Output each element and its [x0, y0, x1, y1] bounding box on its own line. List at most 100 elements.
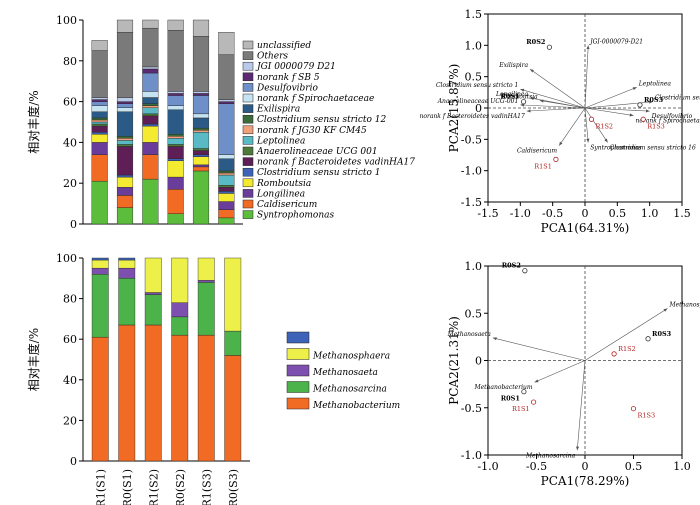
bar-segment-unclassified	[91, 40, 108, 51]
sample-point-r1s3	[630, 406, 637, 412]
bar-segment-others	[167, 30, 184, 92]
bar-segment-others	[91, 50, 108, 98]
loading-arrow-desulfovibrio	[584, 107, 650, 112]
legend-swatch-methanosarcina	[286, 381, 310, 393]
loading-arrow-methanosphaera	[584, 308, 668, 361]
bar-segment-norank-f-bacteroidetes-vadinha17	[218, 187, 235, 192]
bar-segment-methanosarcina	[118, 278, 136, 326]
arrow-head	[649, 100, 653, 104]
sample-point-r1s2	[611, 351, 617, 357]
bar-segment-anaerolineaceae-ucg-001	[116, 144, 134, 147]
bar-segment-caldisericum	[142, 154, 159, 180]
y-tick-label: 100	[56, 14, 77, 27]
bar-segment-desulfovibrio	[192, 95, 210, 115]
bar-segment-leptolinea	[116, 140, 134, 145]
bar-segment-unclassified	[116, 19, 134, 33]
bar-segment-desulfovibrio	[218, 103, 235, 155]
sample-label-r0s2: R0S2	[502, 262, 521, 270]
bar-segment-syntrophomonas	[218, 217, 235, 225]
legend-swatch-clostridium-sensu-stricto-1	[242, 167, 254, 177]
legend-label-unclassified: unclassified	[257, 41, 311, 51]
x-tick-label: R1(S2)	[147, 469, 160, 505]
legend-swatch-norank-f-bacteroidetes-vadinha17	[242, 157, 254, 166]
bar-segment-clostridium-sensu-stricto-12	[142, 103, 159, 106]
arrow-head	[629, 113, 634, 117]
bar-segment-jgi-0000079-d21	[192, 91, 210, 94]
bar-segment-methanosphaera	[171, 257, 189, 303]
legend-swatch-norank-f-spirochaetaceae	[242, 93, 254, 103]
bacteria-stacked-bar-chart: 0 20 40 60 80 100 相对丰度/% unclassifiedOthersJGI …	[26, 14, 415, 231]
bar-segment-leptolinea	[218, 174, 235, 186]
bar-segment-clostridium-sensu-stricto-1	[167, 158, 184, 161]
sample-label-r1s2: R1S2	[618, 345, 636, 353]
bar-segment-romboutsia	[142, 125, 159, 143]
bar-segment-blank	[91, 257, 109, 261]
loading-arrow-methanobacterium	[534, 360, 586, 383]
bar-segment-clostridium-sensu-stricto-1	[142, 123, 159, 127]
bar-segment-methanobacterium	[91, 336, 109, 462]
bar-segment-norank-f-bacteroidetes-vadinha17	[116, 146, 134, 176]
x-tick-label: 1.0	[673, 460, 691, 473]
sample-point-r0s2	[522, 268, 528, 274]
loading-arrow-methanosarcina	[576, 360, 586, 451]
bar-segment-clostridium-sensu-stricto-12	[167, 134, 184, 137]
bar-segment-methanosaeta	[197, 280, 215, 283]
legend-swatch-blank	[286, 331, 310, 344]
y-tick-label: 1.0	[465, 39, 483, 52]
sample-point-r0s1	[520, 99, 527, 105]
bar-segment-methanosaeta	[91, 267, 109, 275]
bar-segment-norank-f-sb-5	[192, 93, 210, 96]
bar-segment-longilinea	[192, 164, 210, 168]
bar-segment-norank-f-spirochaetaceae	[91, 105, 108, 113]
legend-label-methanobacterium: Methanobacterium	[312, 401, 400, 411]
arrow-head	[586, 45, 590, 50]
y-tick-label: 1.5	[465, 8, 483, 21]
bar-segment-methanosphaera	[144, 257, 162, 293]
bar-segment-romboutsia	[167, 160, 184, 178]
legend-label-norank-f-spirochaetaceae: norank f Spirochaetaceae	[257, 94, 374, 104]
bar-segment-norank-f-spirochaetaceae	[167, 105, 184, 110]
bar-segment-caldisericum	[192, 166, 210, 172]
bar-segment-anaerolineaceae-ucg-001	[167, 144, 184, 147]
bar-segment-jgi-0000079-d21	[167, 91, 184, 94]
bar-segment-jgi-0000079-d21	[218, 99, 235, 102]
bar-segment-exilispira	[116, 111, 134, 137]
bar-segment-norank-f-bacteroidetes-vadinha17	[192, 150, 210, 155]
bar-segment-others	[142, 27, 159, 68]
sample-label-r1s1: R1S1	[512, 405, 530, 413]
bar-segment-desulfovibrio	[167, 95, 184, 106]
x-tick-label: R1(S3)	[200, 469, 213, 505]
bar-segment-unclassified	[142, 19, 159, 29]
loading-label-romboutsia: Romboutsia	[501, 93, 539, 100]
bar-segment-methanosarcina	[91, 274, 109, 338]
bar-segment-longilinea	[218, 201, 235, 210]
legend-swatch-caldisericum	[242, 199, 254, 209]
y-axis-label: PCA2(15.87%)	[447, 64, 461, 153]
sample-point-r1s3	[640, 116, 646, 122]
bar-segment-leptolinea	[167, 138, 184, 145]
arrow-head	[604, 138, 608, 143]
bar-segment-exilispira	[167, 109, 184, 135]
y-axis-label: 相对丰度/%	[26, 90, 41, 153]
bar-segment-methanobacterium	[118, 324, 136, 462]
sample-point-r0s1	[521, 389, 527, 395]
legend-swatch-exilispira	[242, 104, 254, 113]
loading-label-methanosaeta: Methanosaeta	[447, 331, 492, 338]
y-axis-label: 相对丰度/%	[26, 328, 41, 391]
bar-segment-exilispira	[218, 158, 235, 172]
bar-segment-norank-f-bacteroidetes-vadinha17	[91, 125, 108, 133]
x-axis-label: PCA1(78.29%)	[541, 474, 630, 488]
bar-segment-methanosaeta	[144, 292, 162, 295]
loading-arrow-anaerolineaceae-ucg-001	[520, 104, 586, 109]
sample-point-r0s2	[546, 44, 553, 50]
y-tick-label: 60	[63, 96, 77, 109]
y-tick-label: 80	[63, 55, 77, 68]
sample-point-r0s3	[645, 336, 651, 342]
y-tick-label: 1.0	[465, 260, 483, 273]
bar-segment-unclassified	[218, 32, 235, 55]
legend-swatch-syntrophomonas	[242, 210, 254, 219]
bar-segment-desulfovibrio	[91, 101, 108, 106]
x-tick-label: R0(S2)	[174, 469, 187, 505]
arrow-head	[534, 379, 539, 383]
